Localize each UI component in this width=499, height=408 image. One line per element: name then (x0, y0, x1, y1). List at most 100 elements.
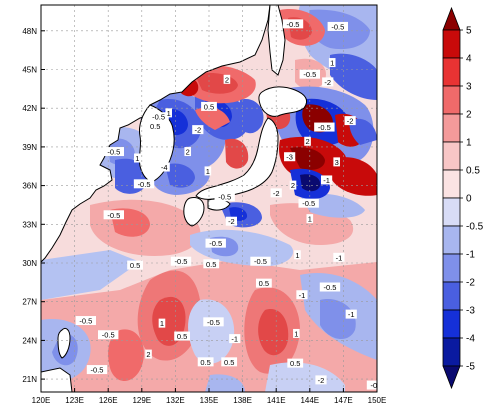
taiwan (57, 327, 71, 359)
contour-label-text: 1 (206, 167, 210, 176)
contour-label-bg (165, 108, 172, 118)
contour-label-bg (174, 331, 191, 341)
luzon-north (41, 367, 73, 392)
contour-label: 2 (184, 147, 192, 157)
contour-label: 0.5 (203, 259, 220, 269)
contour-label-bg (75, 316, 96, 326)
contour-label-text: -1 (323, 176, 330, 185)
colorbar-segment (442, 253, 461, 283)
contour-label-text: -0.5 (102, 331, 115, 340)
contour-label-bg (333, 252, 345, 262)
colorbar-label: 0 (466, 194, 472, 205)
contour-label-bg (148, 112, 169, 122)
contour-label-text: 1 (295, 251, 299, 260)
kyushu (183, 197, 205, 227)
colorbar-segment (442, 225, 461, 255)
contour-label: -0.5 (250, 256, 271, 266)
colorbar-segment (442, 337, 461, 367)
contour-label: 0.5 (201, 101, 217, 111)
contour-label-text: 0.5 (259, 279, 269, 288)
contour-label-bg (134, 153, 141, 163)
contour-label-text: 2 (146, 350, 150, 359)
lat-tick-label: 42N (22, 104, 37, 113)
contour-label: -0.5 (366, 380, 377, 390)
lon-tick-label: 123E (65, 396, 84, 405)
contour-label-text: -0.5 (107, 211, 120, 220)
lat-tick-label: 33N (22, 220, 37, 229)
colorbar-label: 2 (466, 110, 472, 121)
contour-label-text: -0.5 (107, 148, 120, 157)
contour-label: -1 (333, 252, 345, 262)
lat-tick-label: 30N (22, 259, 37, 268)
contour-label-text: -0.5 (175, 257, 188, 266)
contour-label-bg (204, 166, 212, 176)
latitude-axis: 48N 45N 42N 39N 36N 33N 30N 27N 24N 21N (22, 27, 45, 384)
contour-label-bg (298, 198, 319, 208)
contour-label-text: 0.5 (204, 102, 214, 111)
contour-label-bg (221, 357, 238, 367)
contour-label: -0.5 (327, 21, 348, 31)
contour-label: 1 (328, 58, 336, 68)
contour-label: -0.5 (203, 317, 224, 327)
contour-label-bg (293, 328, 300, 338)
contour-label-text: -2 (347, 117, 354, 126)
contour-label-bg (314, 122, 335, 132)
contour-label: -2 (344, 116, 356, 126)
colorbar-label: 3 (466, 82, 472, 93)
contour-label: 0.5 (197, 357, 214, 367)
contour-label: -0.5 (298, 198, 319, 208)
contour-label-bg (321, 175, 333, 185)
contour-label-text: -2 (273, 189, 280, 198)
contour-label-bg (333, 157, 340, 167)
colorbar-label: 5 (466, 26, 472, 37)
contour-label: -1 (345, 309, 357, 319)
colorbar-label: 1 (466, 138, 472, 149)
lat-tick-label: 36N (22, 182, 37, 191)
colorbar-label: -5 (466, 362, 475, 373)
contour-label-text: 1 (330, 59, 334, 68)
contour-label-bg (294, 250, 301, 260)
contour-label: -3 (284, 152, 296, 162)
contour-label: -0.5 (103, 147, 124, 157)
contour-label: -1 (229, 334, 241, 344)
contour-label-text: 0.5 (206, 260, 216, 269)
contour-label-text: 0.5 (224, 358, 234, 367)
contour-label-text: -4 (161, 163, 168, 172)
contour-label-bg (192, 125, 204, 135)
graticule (41, 5, 377, 392)
colorbar-bottom-arrow (442, 365, 461, 390)
colorbar-label: 0.5 (466, 166, 480, 177)
colorbar-label: 4 (466, 54, 472, 65)
contour-label: -4 (158, 162, 170, 172)
contour-label: -0.5 (170, 256, 192, 266)
colorbar-segment (442, 57, 461, 87)
contour-label: -2 (225, 216, 237, 226)
contour-label: 0.5 (255, 278, 272, 288)
contour-label: -0.5 (282, 19, 304, 29)
contour-label-text: 1 (160, 319, 164, 328)
contour-label-text: 2 (291, 181, 295, 190)
contour-label-text: -2 (318, 376, 325, 385)
lon-tick-label: 147E (334, 396, 353, 405)
contour-label: -0.5 (319, 282, 341, 292)
contour-label: -0.5 (133, 179, 155, 189)
contour-label-bg (229, 334, 241, 344)
colorbar-segment (442, 85, 461, 115)
contour-label-bg (299, 69, 320, 79)
contour-label-bg (203, 259, 220, 269)
contour-label: -1 (296, 290, 308, 300)
contour-label-bg (296, 290, 308, 300)
contour-label-text: -2 (324, 78, 331, 87)
contour-label: 1 (204, 166, 212, 176)
contour-label-bg (270, 188, 282, 198)
colorbar-label: -3 (466, 306, 475, 317)
contour-label: -0.5 (148, 112, 169, 122)
contour-label: -0.5 (98, 330, 119, 340)
contour-label-bg (170, 256, 192, 266)
contour-label-text: 0.5 (150, 122, 160, 131)
contour-label-text: -2 (228, 217, 235, 226)
contour-label: -2 (315, 375, 327, 385)
contour-label: -0.5 (86, 365, 108, 375)
contour-label-bg (184, 147, 192, 157)
contour-label-text: -0.5 (318, 123, 331, 132)
